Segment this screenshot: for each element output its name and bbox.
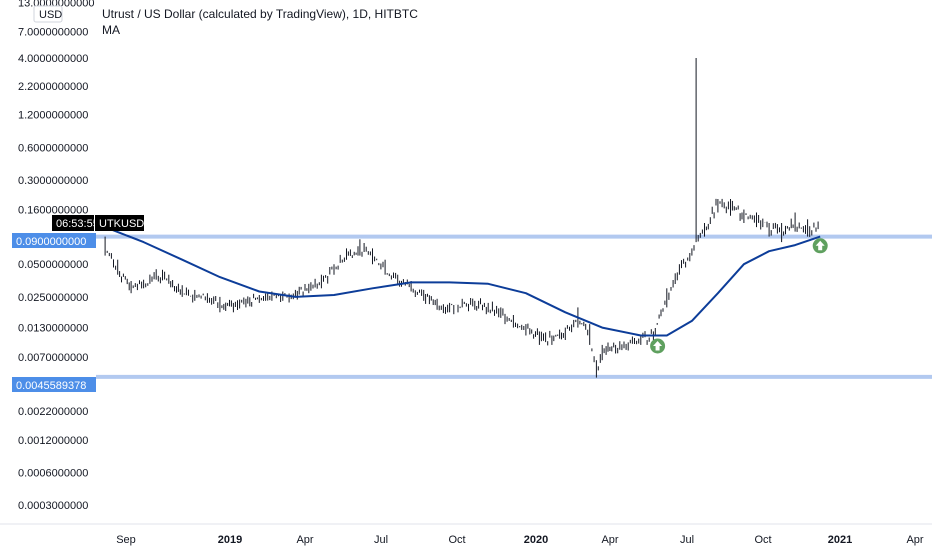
lower-level-badge-box[interactable] (12, 377, 96, 392)
timer-badge-box (52, 215, 94, 231)
up-arrow-icon (812, 238, 828, 254)
y-tick-label: 7.0000000000 (18, 27, 88, 39)
x-tick-label: Sep (116, 534, 136, 546)
moving-average-line (104, 226, 821, 337)
symbol-badge: UTKUSD (99, 218, 144, 230)
x-tick-label: 2019 (218, 534, 242, 546)
y-tick-label: 0.0250000000 (18, 292, 88, 304)
y-tick-label: 0.0070000000 (18, 352, 88, 364)
up-arrow-icon (650, 338, 666, 354)
x-tick-label: Apr (296, 534, 313, 546)
y-tick-label: 0.6000000000 (18, 142, 88, 154)
y-tick-label: 0.1600000000 (18, 205, 88, 217)
y-tick-label: 0.3000000000 (18, 175, 88, 187)
currency-badge[interactable]: USD (39, 9, 62, 21)
indicator-label[interactable]: MA (102, 23, 120, 37)
y-tick-label: 1.2000000000 (18, 110, 88, 122)
y-tick-label: 0.0012000000 (18, 435, 88, 447)
upper-level-badge[interactable]: 0.0900000000 (16, 236, 86, 248)
candlestick-series (104, 58, 819, 378)
x-axis-labels: Sep 2019 Apr Jul Oct 2020 Apr Jul Oct 2021 Apr (0, 523, 932, 546)
y-tick-label: 0.0006000000 (18, 467, 88, 479)
y-tick-label: 13.0000000000 (18, 0, 94, 10)
header: USD Utrust / US Dollar (calculated by Tr… (33, 5, 418, 37)
chart-title: Utrust / US Dollar (calculated by Tradin… (102, 7, 418, 21)
y-axis-labels: 13.0000000000 7.0000000000 4.0000000000 2.2… (18, 0, 94, 512)
moving-average-series (104, 226, 821, 337)
x-tick-label: Oct (754, 534, 771, 546)
y-tick-label: 0.0003000000 (18, 500, 88, 512)
x-tick-label: Apr (906, 534, 923, 546)
y-tick-label: 2.2000000000 (18, 81, 88, 93)
horizontal-levels[interactable] (96, 234, 932, 379)
annotations (650, 238, 828, 354)
x-tick-label: Jul (374, 534, 388, 546)
upper-level-badge-box[interactable] (12, 233, 96, 248)
x-tick-label: 2020 (524, 534, 548, 546)
lower-level-badge[interactable]: 0.0045589378 (16, 380, 86, 392)
x-tick-label: Oct (448, 534, 465, 546)
y-tick-label: 0.0130000000 (18, 323, 88, 335)
symbol-badge-box (95, 215, 144, 231)
price-badges: 06:53:55 UTKUSD 0.0900000000 0.004558937… (12, 215, 144, 392)
y-tick-label: 0.0500000000 (18, 259, 88, 271)
x-tick-label: Apr (601, 534, 618, 546)
timer-badge: 06:53:55 (56, 218, 99, 230)
x-tick-label: Jul (680, 534, 694, 546)
currency-badge-box[interactable] (33, 5, 63, 23)
x-tick-label: 2021 (828, 534, 852, 546)
y-tick-label: 4.0000000000 (18, 53, 88, 65)
y-tick-label: 0.0022000000 (18, 406, 88, 418)
